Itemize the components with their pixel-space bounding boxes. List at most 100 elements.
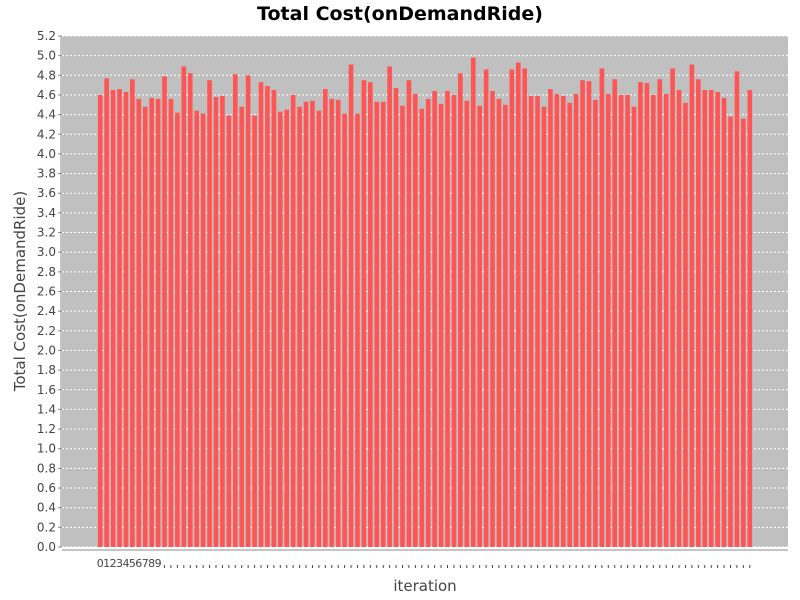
y-tick-label: 2.6 <box>37 285 56 299</box>
bar <box>483 69 489 548</box>
bar <box>213 96 219 547</box>
bar <box>290 94 296 547</box>
y-tick-label: 0.2 <box>37 520 56 534</box>
y-tick-label: 4.6 <box>37 88 56 102</box>
x-tick-label: 1 <box>103 557 110 570</box>
y-axis-label: Total Cost(onDemandRide) <box>11 191 29 393</box>
bar <box>631 106 637 547</box>
bar <box>226 115 232 547</box>
bar <box>110 90 116 547</box>
bar <box>528 95 534 548</box>
y-tick-label: 1.8 <box>37 363 56 377</box>
bar <box>689 64 695 547</box>
bar <box>741 118 746 548</box>
bar <box>708 90 714 547</box>
bar <box>162 76 167 548</box>
x-tick-label: 5 <box>129 557 136 570</box>
y-tick-label: 5.0 <box>37 49 56 63</box>
bar <box>130 79 135 547</box>
x-tick-label: 4 <box>122 557 129 570</box>
bar <box>747 90 753 547</box>
y-tick-label: 5.2 <box>37 29 56 43</box>
bar <box>650 94 656 547</box>
bar <box>393 88 399 547</box>
bar <box>297 106 302 547</box>
bar <box>599 68 605 548</box>
bar <box>368 82 373 548</box>
bar <box>271 90 277 547</box>
bar <box>715 92 720 547</box>
y-tick-label: 0.4 <box>37 501 56 515</box>
bar <box>194 110 200 547</box>
bar <box>683 102 688 548</box>
bar <box>663 93 669 547</box>
y-tick-label: 0.6 <box>37 481 56 495</box>
y-tick-label: 4.8 <box>37 68 56 82</box>
bar <box>245 75 251 548</box>
bar <box>348 64 354 547</box>
y-tick-label: 3.8 <box>37 167 56 181</box>
x-tick-label: 6 <box>135 557 142 570</box>
y-tick-label: 2.8 <box>37 265 56 279</box>
bar <box>702 90 708 547</box>
y-tick-label: 0.8 <box>37 461 56 475</box>
bar <box>277 111 283 548</box>
bar <box>625 94 630 547</box>
bar <box>355 113 360 547</box>
bar <box>155 98 161 548</box>
bar <box>503 104 508 548</box>
chart-title: Total Cost(onDemandRide) <box>257 3 543 25</box>
bar <box>117 89 122 548</box>
bar <box>303 101 309 547</box>
bars <box>97 57 753 548</box>
bar <box>458 73 463 547</box>
bar <box>374 101 380 547</box>
bar <box>496 98 502 548</box>
y-tick-label: 2.4 <box>37 304 56 318</box>
bar <box>580 80 585 547</box>
bar <box>387 66 392 547</box>
bar <box>515 62 521 548</box>
y-tick-label: 3.2 <box>37 226 56 240</box>
bar <box>554 93 560 547</box>
bar <box>464 100 470 547</box>
bar <box>406 80 412 547</box>
x-tick-label: 2 <box>110 557 117 570</box>
bar <box>142 106 148 547</box>
bar <box>548 89 553 548</box>
x-tick-label: 9 <box>155 557 162 570</box>
bar <box>187 73 193 547</box>
bar <box>136 98 142 548</box>
bar <box>322 89 328 548</box>
bar <box>445 91 450 548</box>
bar <box>522 68 528 548</box>
x-tick-label: 0 <box>97 557 104 570</box>
bar <box>335 99 341 547</box>
y-tick-label: 4.4 <box>37 108 56 122</box>
bar <box>97 94 103 547</box>
y-tick-label: 1.2 <box>37 422 56 436</box>
bar <box>560 95 566 548</box>
bar <box>175 112 180 548</box>
bar <box>438 103 444 547</box>
bar <box>612 79 618 547</box>
y-tick-label: 3.6 <box>37 186 56 200</box>
bar <box>284 109 290 548</box>
bar <box>586 81 592 547</box>
x-tick-label: 8 <box>148 557 155 570</box>
bar <box>535 95 540 548</box>
y-tick-label: 3.0 <box>37 245 56 259</box>
bar <box>470 57 476 547</box>
bar <box>676 90 682 547</box>
bar <box>657 79 663 547</box>
bar <box>361 80 367 547</box>
y-tick-label: 4.2 <box>37 127 56 141</box>
bar <box>593 99 598 547</box>
bar <box>638 82 643 548</box>
bar <box>258 82 264 548</box>
bar <box>329 98 335 548</box>
bar <box>618 94 624 547</box>
bar <box>149 97 154 548</box>
bar <box>670 68 675 548</box>
